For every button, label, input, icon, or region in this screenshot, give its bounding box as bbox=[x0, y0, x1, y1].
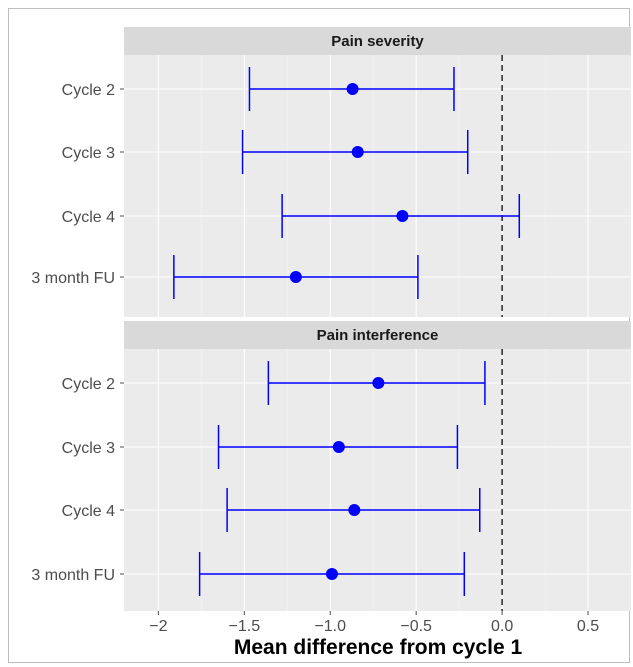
y-tick-label: Cycle 4 bbox=[62, 503, 115, 520]
y-tick-label: Cycle 2 bbox=[62, 376, 115, 393]
panel-1: Pain interference Cycle 2 Cycle 3 Cycle 4 3 … bbox=[31, 321, 631, 611]
panel-background bbox=[124, 349, 631, 611]
x-tick-label: 0.0 bbox=[491, 618, 513, 635]
panel-strip bbox=[124, 321, 631, 349]
panel-background bbox=[124, 55, 631, 317]
panel-title: Pain interference bbox=[317, 327, 439, 344]
estimate-point bbox=[351, 146, 364, 158]
estimate-point bbox=[346, 83, 359, 95]
estimate-point bbox=[332, 441, 345, 453]
x-tick-label: 0.5 bbox=[577, 618, 599, 635]
x-axis-label: Mean difference from cycle 1 bbox=[234, 636, 523, 659]
panel-0: Pain severity Cycle 2 Cycle 3 Cycle 4 3 mont… bbox=[31, 27, 631, 317]
estimate-point bbox=[396, 210, 409, 222]
y-tick-label: 3 month FU bbox=[31, 270, 115, 287]
panel-strip bbox=[124, 27, 631, 55]
y-tick-label: Cycle 2 bbox=[62, 82, 115, 99]
x-tick-label: −1.0 bbox=[314, 618, 346, 635]
estimate-point bbox=[325, 568, 338, 580]
y-tick-label: Cycle 4 bbox=[62, 209, 115, 226]
x-tick-label: −0.5 bbox=[400, 618, 432, 635]
x-tick-label: −1.5 bbox=[229, 618, 261, 635]
estimate-point bbox=[289, 271, 302, 283]
y-tick-label: 3 month FU bbox=[31, 567, 115, 584]
estimate-point bbox=[372, 377, 385, 389]
y-tick-label: Cycle 3 bbox=[62, 440, 115, 457]
panel-title: Pain severity bbox=[331, 33, 424, 50]
y-tick-label: Cycle 3 bbox=[62, 145, 115, 162]
estimate-point bbox=[348, 504, 361, 516]
x-tick-label: −2 bbox=[149, 618, 167, 635]
